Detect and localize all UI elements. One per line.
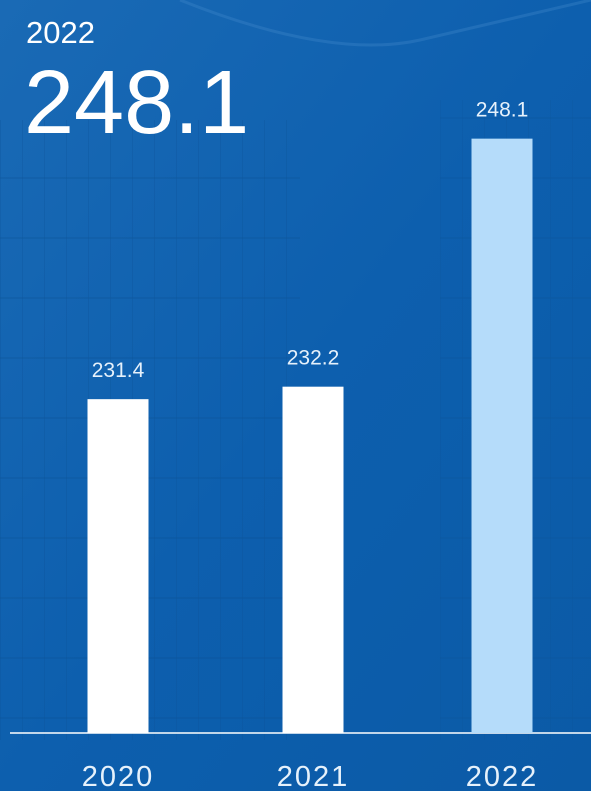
value-label: 232.2 <box>287 347 340 370</box>
headline-value: 248.1 <box>24 53 249 153</box>
headline-year: 2022 <box>26 15 95 50</box>
background-arc <box>179 0 591 47</box>
value-label: 248.1 <box>476 99 529 122</box>
bar <box>282 386 344 733</box>
x-tick-label: 2022 <box>466 761 539 791</box>
x-tick-label: 2021 <box>277 761 350 791</box>
bar <box>471 138 533 733</box>
background-pattern <box>0 120 300 740</box>
x-tick-label: 2020 <box>82 761 155 791</box>
bar <box>87 399 149 733</box>
value-label: 231.4 <box>92 359 145 382</box>
